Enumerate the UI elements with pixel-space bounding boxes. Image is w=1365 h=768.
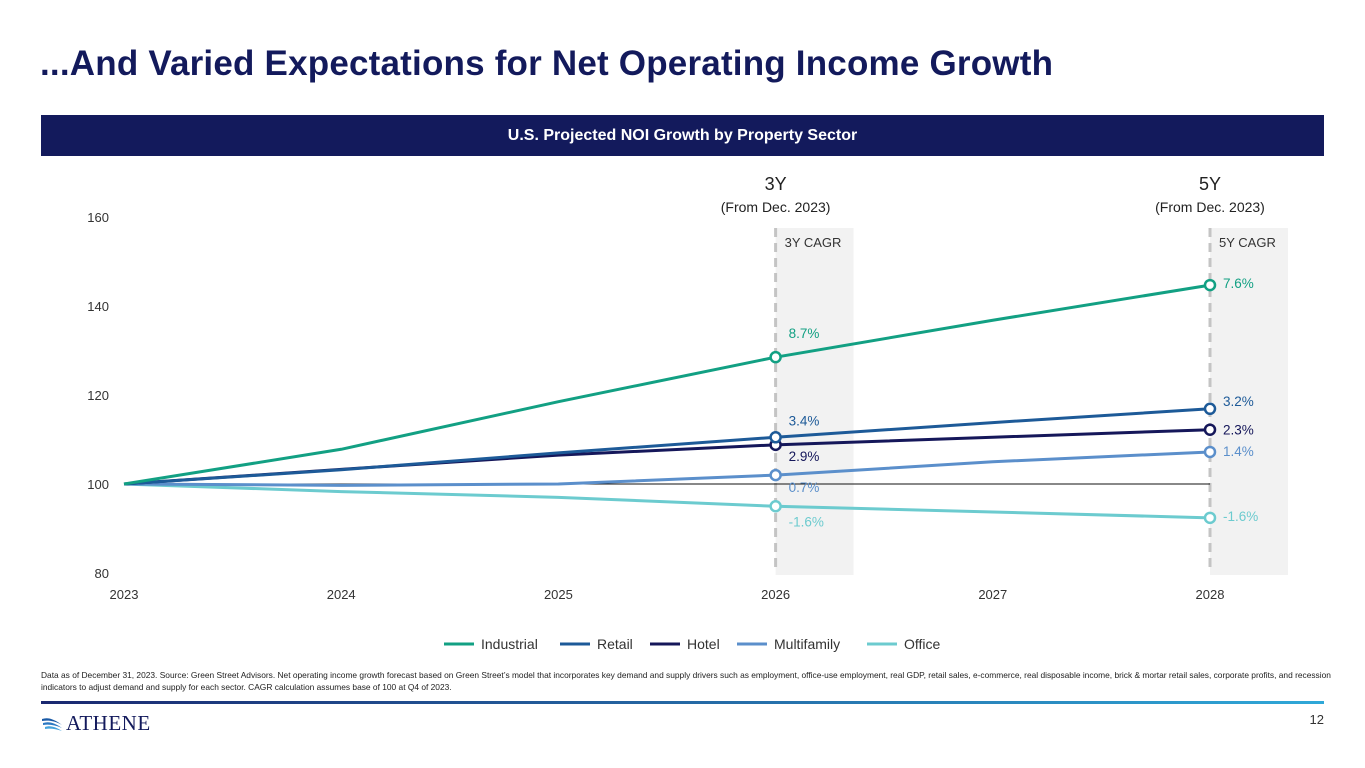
five-year-subheading: (From Dec. 2023): [1155, 199, 1265, 215]
chart-banner: U.S. Projected NOI Growth by Property Se…: [41, 115, 1324, 156]
cagr3-label-industrial: 8.7%: [789, 326, 820, 341]
page-number: 12: [1309, 712, 1324, 727]
three-year-subheading: (From Dec. 2023): [721, 199, 831, 215]
y-tick-label: 120: [87, 388, 109, 403]
x-tick-label: 2027: [978, 587, 1007, 602]
logo-text: ATHENE: [66, 711, 151, 735]
x-tick-label: 2024: [327, 587, 356, 602]
series-line-multifamily: [123, 450, 1211, 487]
three-year-cagr-band: [775, 228, 854, 575]
banner-title: U.S. Projected NOI Growth by Property Se…: [507, 126, 858, 144]
x-tick-label: 2025: [544, 587, 573, 602]
marker-multifamily-2028: [1203, 445, 1217, 459]
athene-logo: ATHENE: [42, 711, 151, 736]
marker-multifamily-2026: [769, 468, 782, 482]
five-year-cagr-band: [1210, 228, 1288, 575]
y-tick-label: 80: [95, 566, 109, 581]
cagr5-label-multifamily: 1.4%: [1223, 444, 1254, 459]
noi-growth-chart: 3Y (From Dec. 2023) 3Y CAGR 5Y (From Dec. 20…: [87, 174, 1288, 652]
legend-label-retail: Retail: [597, 636, 633, 652]
series-line-office: [123, 482, 1211, 520]
x-tick-label: 2028: [1196, 587, 1225, 602]
x-tick-label: 2023: [110, 587, 139, 602]
cagr5-label-hotel: 2.3%: [1223, 423, 1254, 438]
page-title: ...And Varied Expectations for Net Opera…: [40, 44, 1054, 83]
legend-label-multifamily: Multifamily: [774, 636, 840, 652]
y-tick-label: 140: [87, 299, 109, 314]
five-year-cagr-label: 5Y CAGR: [1219, 235, 1276, 250]
three-year-heading: 3Y: [765, 174, 787, 194]
series-line-retail: [123, 407, 1211, 486]
footer-rule: [41, 701, 1324, 704]
legend-label-office: Office: [904, 636, 941, 652]
marker-office-2026: [769, 500, 782, 513]
cagr3-label-hotel: 2.9%: [789, 449, 820, 464]
athene-mark-icon: [42, 717, 62, 731]
y-tick-label: 100: [87, 477, 109, 492]
legend-label-industrial: Industrial: [481, 636, 538, 652]
cagr3-label-multifamily: 0.7%: [789, 480, 820, 495]
marker-retail-2028: [1203, 402, 1217, 416]
cagr5-label-industrial: 7.6%: [1223, 276, 1254, 291]
cagr3-label-office: -1.6%: [789, 514, 824, 529]
y-tick-label: 160: [87, 210, 109, 225]
marker-office-2028: [1203, 511, 1217, 525]
cagr5-label-office: -1.6%: [1223, 509, 1258, 524]
footnote: Data as of December 31, 2023. Source: Gr…: [41, 670, 1331, 692]
marker-industrial-2026: [769, 350, 782, 364]
marker-retail-2026: [769, 431, 782, 444]
marker-industrial-2028: [1203, 278, 1217, 292]
five-year-heading: 5Y: [1199, 174, 1221, 194]
x-tick-label: 2026: [761, 587, 790, 602]
marker-hotel-2028: [1203, 423, 1217, 436]
three-year-cagr-label: 3Y CAGR: [785, 235, 842, 250]
cagr3-label-retail: 3.4%: [789, 413, 820, 428]
legend-label-hotel: Hotel: [687, 636, 720, 652]
cagr5-label-retail: 3.2%: [1223, 394, 1254, 409]
series-line-industrial: [123, 283, 1211, 486]
